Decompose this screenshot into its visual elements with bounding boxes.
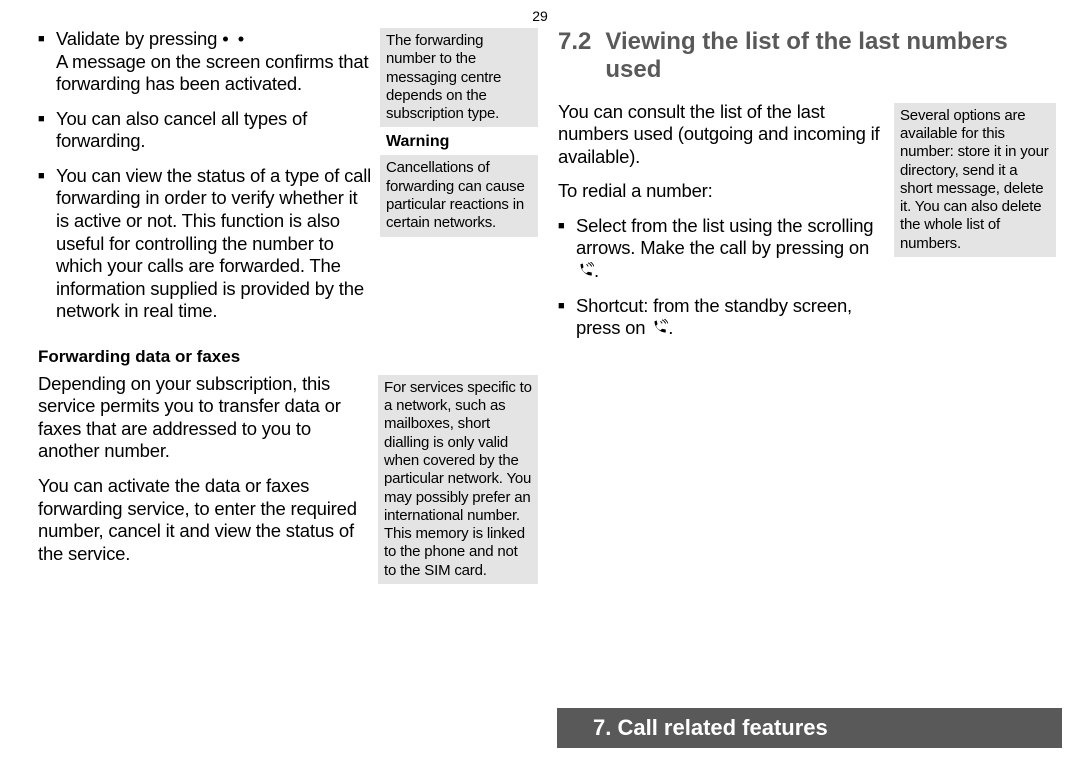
bullet-icon [38, 28, 56, 96]
bullet-validate-lead: Validate by pressing [56, 28, 217, 49]
side-note-number-options: Several options are available for this n… [894, 103, 1056, 257]
bullet-select-post: . [594, 260, 599, 281]
bullet-icon [38, 108, 56, 153]
dots-icon: • • [222, 28, 246, 49]
side-note-forwarding-number: The forwarding number to the messaging c… [380, 28, 538, 127]
chapter-title-bar: 7. Call related features [557, 708, 1062, 748]
side-note-cancellation: Cancellations of forwarding can cause pa… [380, 155, 538, 236]
side-note-network-services: For services specific to a network, such… [378, 375, 538, 584]
section-heading-7-2: 7.2 Viewing the list of the last numbers… [558, 28, 1056, 85]
bullet-select-pre: Select from the list using the scrolling… [576, 215, 873, 259]
bullet-shortcut-pre: Shortcut: from the standby screen, press… [576, 295, 852, 339]
redial-label: To redial a number: [558, 180, 888, 203]
right-column: 7.2 Viewing the list of the last numbers… [558, 28, 1056, 342]
bullet-shortcut-post: . [668, 317, 673, 338]
call-icon [576, 262, 594, 280]
bullet-icon [558, 215, 576, 283]
page-number: 29 [532, 8, 548, 24]
bullet-validate-rest: A message on the screen confirms that fo… [56, 51, 368, 95]
section-number: 7.2 [558, 28, 591, 85]
bullet-icon [38, 165, 56, 323]
warning-label: Warning [380, 127, 538, 155]
subheading-forwarding-data: Forwarding data or faxes [38, 347, 538, 367]
chapter-title-text: 7. Call related features [593, 715, 828, 741]
bullet-shortcut: Shortcut: from the standby screen, press… [576, 295, 888, 340]
bullet-icon [558, 295, 576, 340]
call-icon [650, 319, 668, 337]
para-subscription: Depending on your subscription, this ser… [38, 373, 372, 463]
section-title: Viewing the list of the last numbers use… [605, 28, 1056, 85]
para-consult-list: You can consult the list of the last num… [558, 101, 888, 169]
left-column: The forwarding number to the messaging c… [38, 28, 538, 590]
bullet-cancel-forwarding: You can also cancel all types of forward… [56, 108, 374, 153]
bullet-view-status: You can view the status of a type of cal… [56, 165, 374, 323]
para-activate-service: You can activate the data or faxes forwa… [38, 475, 372, 565]
bullet-select-list: Select from the list using the scrolling… [576, 215, 888, 283]
